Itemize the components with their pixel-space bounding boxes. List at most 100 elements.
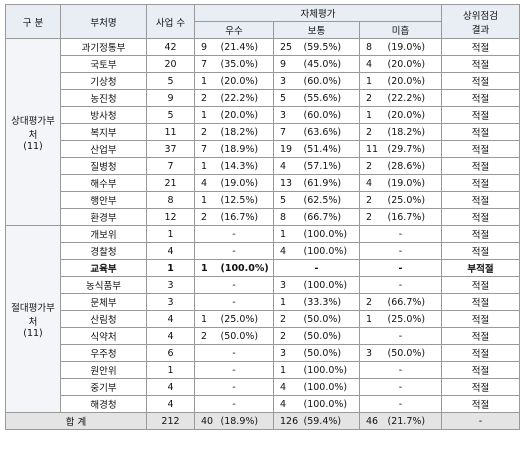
rating-percent: (100.0%) (301, 395, 360, 413)
name-cell: 해수부 (60, 174, 147, 192)
table-row: 문체부 3-1 (33.3%) 2 (66.7%) 적절 (6, 293, 520, 311)
rating-percent: (19.0%) (218, 174, 274, 192)
rating-count: 4 (273, 378, 302, 396)
count-cell: 4 (146, 327, 195, 345)
rating-percent: (35.0%) (218, 55, 274, 73)
result-cell: - (441, 412, 520, 430)
rating-percent: (14.3%) (218, 157, 274, 175)
rating-percent: (60.0%) (301, 106, 360, 124)
rating-count: 3 (273, 276, 302, 294)
result-cell: 적절 (441, 310, 520, 328)
count-cell: 4 (146, 310, 195, 328)
rating-percent: (25.0%) (385, 191, 442, 209)
self-eval-header: 자체평가 (194, 4, 442, 22)
rating-percent: (18.2%) (385, 123, 442, 141)
group-cell: 절대평가부처 (11) (5, 225, 61, 413)
rating-count: 8 (359, 38, 386, 56)
count-cell: 6 (146, 344, 195, 362)
table-row: 국토부 20 7 (35.0%) 9 (45.0%) 4 (20.0%) 적절 (6, 55, 520, 73)
rating-percent: (33.3%) (301, 293, 360, 311)
result-cell: 적절 (441, 276, 520, 294)
rating-count: 2 (359, 157, 386, 175)
rating-count: 1 (359, 72, 386, 90)
rating-percent: (50.0%) (301, 310, 360, 328)
rating-count: 1 (194, 72, 219, 90)
rating-percent: (25.0%) (385, 310, 442, 328)
count-cell: 20 (146, 55, 195, 73)
result-cell: 적절 (441, 123, 520, 141)
result-cell: 적절 (441, 344, 520, 362)
result-cell: 적절 (441, 242, 520, 260)
table-row: 질병청 7 1 (14.3%) 4 (57.1%) 2 (28.6%) 적절 (6, 157, 520, 175)
table-row: 해경청 4-4 (100.0%) - 적절 (6, 395, 520, 413)
name-cell: 교육부 (60, 259, 147, 277)
rating-count: 1 (273, 293, 302, 311)
rating-percent: (100.0%) (301, 225, 360, 243)
name-cell: 개보위 (60, 225, 147, 243)
group-count: (11) (23, 327, 43, 339)
rating-count: 1 (359, 106, 386, 124)
rating-count: 1 (194, 259, 219, 277)
result-cell: 적절 (441, 174, 520, 192)
rating-percent: (18.2%) (218, 123, 274, 141)
result-cell: 적절 (441, 157, 520, 175)
rating-count: 5 (273, 191, 302, 209)
rating-count: 4 (359, 174, 386, 192)
count-cell: 12 (146, 208, 195, 226)
table-row: 해수부 21 4 (19.0%) 13 (61.9%) 4 (19.0%) 적절 (6, 174, 520, 192)
rating-percent: (20.0%) (385, 72, 442, 90)
rating-percent: (100.0%) (301, 361, 360, 379)
rating-percent: (63.6%) (301, 123, 360, 141)
rating-count: 2 (194, 123, 219, 141)
total-row: 합 계 212 40 (18.9%) 126 (59.4%) 46 (21.7%) - (5, 412, 520, 430)
page: 구 분 부처명 사업 수 자체평가 상위점검 결과 우수 보통 미흡 상대평가부… (0, 4, 525, 456)
table-row: 행안부 8 1 (12.5%) 5 (62.5%) 2 (25.0%) 적절 (6, 191, 520, 209)
table-row: 절대평가부처 (11) 개보위 1-1 (100.0%) - 적절 (5, 225, 520, 413)
rating-header: 미흡 (359, 21, 442, 39)
table-row: 방사청 5 1 (20.0%) 3 (60.0%) 1 (20.0%) 적절 (6, 106, 520, 124)
result-cell: 부적절 (441, 259, 520, 277)
rating-count: 1 (194, 106, 219, 124)
count-cell: 42 (146, 38, 195, 56)
rating-percent: (100.0%) (301, 276, 360, 294)
result-cell: 적절 (441, 191, 520, 209)
rating-cell: - (359, 242, 442, 260)
rating-cell: - (359, 327, 442, 345)
rating-percent: (19.0%) (385, 38, 442, 56)
group-label: 상대평가부처 (11, 115, 55, 141)
result-cell: 적절 (441, 55, 520, 73)
rating-count: 1 (273, 225, 302, 243)
rating-percent: (66.7%) (301, 208, 360, 226)
name-cell: 질병청 (60, 157, 147, 175)
name-cell: 국토부 (60, 55, 147, 73)
rating-count: 1 (194, 310, 219, 328)
result-cell: 적절 (441, 361, 520, 379)
table-row: 원안위 1-1 (100.0%) - 적절 (6, 361, 520, 379)
rating-cell: - (194, 378, 274, 396)
count-cell: 4 (146, 395, 195, 413)
rating-count: 11 (359, 140, 386, 158)
rating-percent: (100.0%) (301, 242, 360, 260)
name-cell: 해경청 (60, 395, 147, 413)
table-row: 산업부 37 7 (18.9%) 19 (51.4%) 11 (29.7%) 적절 (6, 140, 520, 158)
rating-count: 46 (359, 412, 386, 430)
rating-count: 7 (194, 140, 219, 158)
result-cell: 적절 (441, 72, 520, 90)
rating-count: 1 (194, 191, 219, 209)
result-cell: 적절 (441, 106, 520, 124)
rating-percent: (100.0%) (218, 259, 274, 277)
rating-percent: (29.7%) (385, 140, 442, 158)
table-row: 교육부 1 1 (100.0%) - - 부적절 (6, 259, 520, 277)
count-cell: 4 (146, 242, 195, 260)
rating-count: 9 (194, 38, 219, 56)
result-cell: 적절 (441, 225, 520, 243)
rating-count: 2 (359, 89, 386, 107)
rating-percent: (25.0%) (218, 310, 274, 328)
group-cell: 상대평가부처 (11) (5, 38, 61, 226)
rating-cell: - (359, 395, 442, 413)
rating-count: 2 (194, 208, 219, 226)
rating-percent: (50.0%) (385, 344, 442, 362)
rating-count: 4 (273, 395, 302, 413)
name-cell: 환경부 (60, 208, 147, 226)
rating-count: 3 (273, 106, 302, 124)
